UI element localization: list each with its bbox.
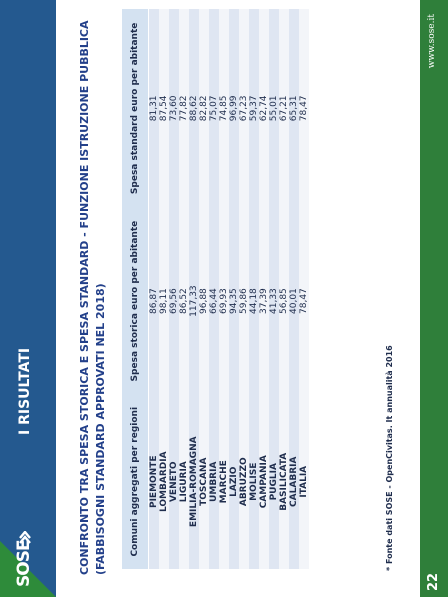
cell-region: CAMPANIA	[259, 394, 269, 569]
table-row: VENETO 69,56 73,60	[169, 9, 179, 569]
table-row: LIGURIA 86,52 77,82	[179, 9, 189, 569]
cell-historical-spending: 98,11	[159, 207, 169, 395]
table-row: LOMBARDIA 98,11 87,54	[159, 9, 169, 569]
cell-historical-spending: 96,88	[199, 207, 209, 395]
table-row: EMILIA-ROMAGNA 117,33 88,62	[189, 9, 199, 569]
table-row: BASILICATA 56,85 67,21	[279, 9, 289, 569]
cell-region: UMBRIA	[209, 394, 219, 569]
cell-standard-spending: 81,31	[149, 9, 159, 208]
table-row: TOSCANA 96,88 82,82	[199, 9, 209, 569]
page-subtitle: (FABBISOGNI STANDARD APPROVATI NEL 2018)	[94, 283, 107, 575]
table-row: UMBRIA 66,44 75,07	[209, 9, 219, 569]
spending-table: Comuni aggregati per regioni Spesa stori…	[122, 9, 309, 569]
table-row: LAZIO 94,35 96,99	[229, 9, 239, 569]
cell-region: LAZIO	[229, 394, 239, 569]
section-title: I RISULTATI	[17, 347, 33, 435]
cell-standard-spending: 82,82	[199, 9, 209, 208]
cell-historical-spending: 56,85	[279, 207, 289, 395]
cell-region: CALABRIA	[289, 394, 299, 569]
column-header-historical: Spesa storica euro per abitante	[122, 207, 149, 395]
cell-standard-spending: 78,47	[299, 9, 309, 208]
cell-historical-spending: 37,39	[259, 207, 269, 395]
cell-historical-spending: 44,18	[249, 207, 259, 395]
source-footnote: * Fonte dati SOSE - OpenCivitas. It annu…	[385, 345, 394, 571]
cell-historical-spending: 94,35	[229, 207, 239, 395]
cell-standard-spending: 67,21	[279, 9, 289, 208]
cell-standard-spending: 65,31	[289, 9, 299, 208]
footer-bar: 22 www.sose.it	[420, 0, 448, 597]
cell-region: MARCHE	[219, 394, 229, 569]
cell-standard-spending: 77,82	[179, 9, 189, 208]
website-link[interactable]: www.sose.it	[427, 14, 437, 69]
cell-region: PIEMONTE	[149, 394, 159, 569]
page-number: 22	[426, 572, 441, 591]
cell-standard-spending: 75,07	[209, 9, 219, 208]
cell-standard-spending: 96,99	[229, 9, 239, 208]
cell-standard-spending: 87,54	[159, 9, 169, 208]
table-row: CAMPANIA 37,39 62,74	[259, 9, 269, 569]
table-header-row: Comuni aggregati per regioni Spesa stori…	[122, 9, 149, 569]
sose-logo: SOSE	[14, 540, 34, 587]
table-row: ABRUZZO 59,86 67,23	[239, 9, 249, 569]
cell-region: ITALIA	[299, 394, 309, 569]
cell-historical-spending: 69,56	[169, 207, 179, 395]
table-row: ITALIA 78,47 78,47	[299, 9, 309, 569]
cell-region: MOLISE	[249, 394, 259, 569]
cell-standard-spending: 73,60	[169, 9, 179, 208]
cell-historical-spending: 78,47	[299, 207, 309, 395]
cell-region: BASILICATA	[279, 394, 289, 569]
cell-standard-spending: 62,74	[259, 9, 269, 208]
cell-region: VENETO	[169, 394, 179, 569]
cell-region: ABRUZZO	[239, 394, 249, 569]
cell-historical-spending: 69,93	[219, 207, 229, 395]
column-header-standard: Spesa standard euro per abitante	[122, 9, 149, 208]
cell-standard-spending: 55,01	[269, 9, 279, 208]
cell-historical-spending: 41,33	[269, 207, 279, 395]
table-row: CALABRIA 40,01 65,31	[289, 9, 299, 569]
cell-region: TOSCANA	[199, 394, 209, 569]
table-row: MARCHE 69,93 74,85	[219, 9, 229, 569]
cell-standard-spending: 59,37	[249, 9, 259, 208]
cell-region: LOMBARDIA	[159, 394, 169, 569]
table-row: PUGLIA 41,33 55,01	[269, 9, 279, 569]
cell-standard-spending: 74,85	[219, 9, 229, 208]
cell-region: PUGLIA	[269, 394, 279, 569]
cell-historical-spending: 40,01	[289, 207, 299, 395]
cell-standard-spending: 67,23	[239, 9, 249, 208]
cell-historical-spending: 86,52	[179, 207, 189, 395]
column-header-region: Comuni aggregati per regioni	[122, 394, 149, 569]
table-row: PIEMONTE 86,87 81,31	[149, 9, 159, 569]
cell-historical-spending: 66,44	[209, 207, 219, 395]
cell-region: EMILIA-ROMAGNA	[189, 394, 199, 569]
page-title: CONFRONTO TRA SPESA STORICA E SPESA STAN…	[78, 20, 91, 575]
cell-standard-spending: 88,62	[189, 9, 199, 208]
cell-historical-spending: 117,33	[189, 207, 199, 395]
cell-historical-spending: 59,86	[239, 207, 249, 395]
logo-chevron-icon	[19, 531, 31, 544]
cell-region: LIGURIA	[179, 394, 189, 569]
header-bar: SOSE I RISULTATI	[0, 0, 56, 597]
table-row: MOLISE 44,18 59,37	[249, 9, 259, 569]
cell-historical-spending: 86,87	[149, 207, 159, 395]
